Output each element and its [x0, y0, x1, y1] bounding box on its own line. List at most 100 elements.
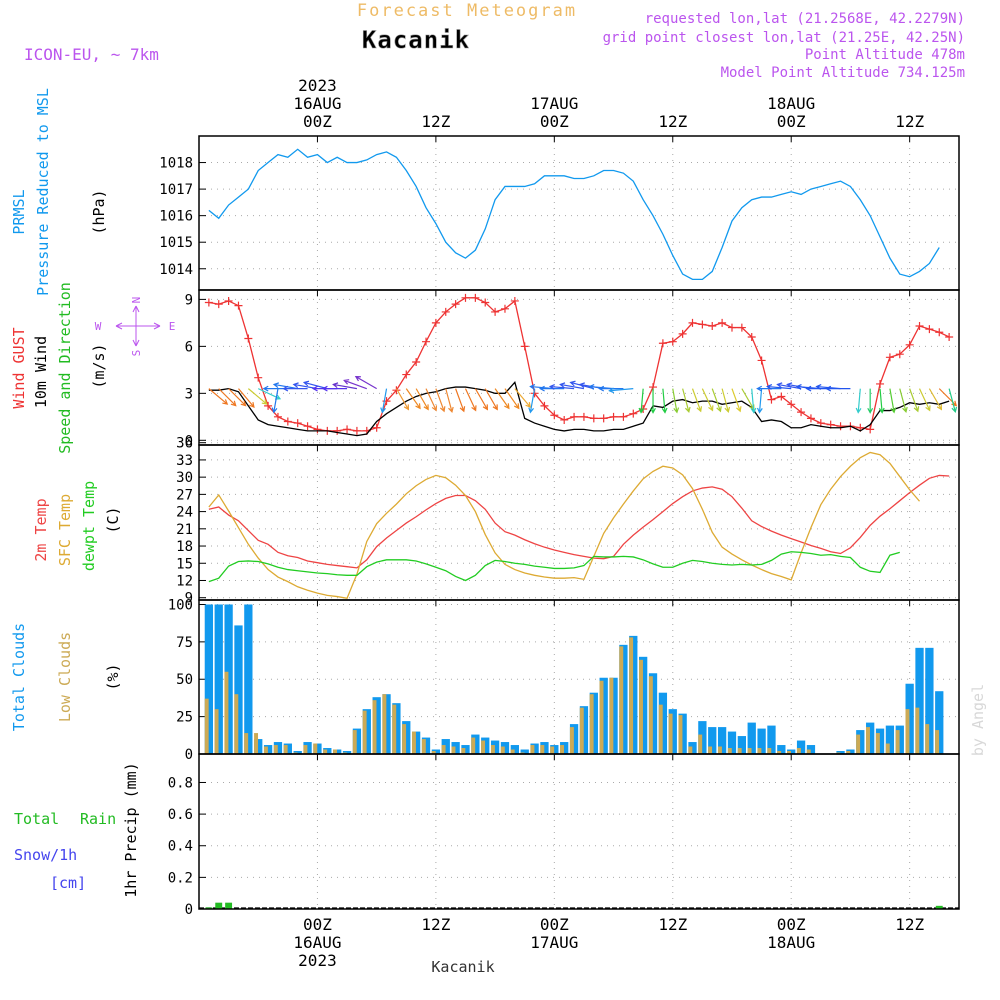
total-cloud-bar — [303, 742, 312, 754]
low-cloud-bar — [609, 677, 614, 754]
bottom-hour-label: 12Z — [658, 915, 687, 934]
point-altitude: Point Altitude 478m — [805, 47, 965, 63]
low-cloud-bar — [323, 749, 328, 754]
total-cloud-bar — [708, 727, 717, 754]
rain-label: Rain — [80, 810, 116, 828]
total-cloud-bar — [599, 677, 608, 754]
wind-direction-arrow — [889, 388, 897, 414]
wind-direction-arrow — [208, 388, 229, 405]
gust-marker — [787, 400, 796, 409]
low-cloud-bar — [510, 749, 515, 754]
total-cloud-bar — [875, 728, 885, 754]
wind-direction-arrow — [464, 388, 477, 412]
total-cloud-bar — [836, 751, 845, 754]
low-cloud-bar — [767, 748, 772, 754]
gust-marker — [422, 337, 431, 346]
gust-marker — [629, 409, 638, 418]
series-line-2m-temp — [208, 474, 950, 569]
low-cloud-bar — [717, 746, 722, 754]
gust-marker — [579, 412, 588, 421]
wind-direction-arrow — [321, 385, 348, 392]
y-tick-label: 0 — [185, 433, 193, 449]
wind-direction-arrow — [638, 388, 645, 414]
low-cloud-bar — [204, 698, 209, 754]
total-cloud-bar — [856, 730, 865, 754]
wind-direction-arrow — [548, 383, 575, 390]
gust-marker — [708, 322, 717, 331]
total-cloud-bar — [757, 728, 766, 754]
total-cloud-bar — [382, 694, 391, 754]
wind-direction-arrow — [228, 388, 247, 407]
panel-frame — [198, 753, 960, 910]
total-cloud-bar — [283, 743, 292, 754]
wind-direction-arrow — [380, 388, 388, 414]
requested-coords: requested lon,lat (21.2568E, 42.2279N) — [645, 11, 965, 27]
total-cloud-bar — [698, 721, 707, 754]
series-line-sfc-temp — [208, 451, 921, 600]
total-cloud-bar — [471, 734, 480, 754]
total-cloud-bar — [441, 739, 450, 754]
wind-direction-arrow — [405, 388, 421, 410]
low-cloud-bar — [234, 694, 239, 754]
gust-marker — [727, 323, 736, 332]
series-line-wind-gust — [208, 297, 950, 432]
y-tick-label: 3 — [185, 386, 193, 402]
wind-direction-arrow — [332, 382, 358, 390]
gust-marker — [619, 412, 628, 421]
gust-marker — [273, 412, 282, 421]
wind-direction-arrow — [218, 388, 237, 407]
model-point-altitude: Model Point Altitude 734.125m — [721, 65, 965, 81]
top-year-label: 2023 — [298, 76, 337, 95]
y-tick-label: 24 — [176, 505, 193, 521]
total-cloud-bar — [560, 742, 569, 754]
series-line-dewpt-temp — [208, 551, 900, 583]
low-cloud-bar — [392, 704, 397, 754]
wind-direction-arrow — [731, 388, 742, 413]
total-cloud-bar — [737, 736, 747, 754]
low-cloud-bar — [747, 748, 752, 754]
low-cloud-bar — [451, 746, 456, 754]
gust-marker — [935, 328, 944, 337]
panel-precip: 0 0.2 0.4 0.6 0.8 — [168, 753, 960, 918]
wind-direction-arrow — [514, 388, 532, 408]
meteogram-title: Forecast Meteogram — [357, 1, 577, 21]
total-cloud-bar — [796, 740, 806, 754]
wind-direction-arrow — [855, 388, 862, 414]
gust-marker — [658, 339, 667, 348]
panel-frame — [198, 599, 960, 755]
low-cloud-bar — [471, 737, 476, 754]
precip-axis-label: 1hr Precip (mm) — [122, 762, 140, 897]
top-date-label: 17AUG — [530, 94, 578, 113]
wind-direction-arrow — [272, 382, 298, 390]
gust-marker — [915, 322, 924, 331]
panel-frame — [198, 444, 960, 601]
low-cloud-bar — [490, 745, 495, 754]
total-cloud-bar — [244, 604, 253, 754]
total-cloud-bar — [421, 737, 431, 754]
total-cloud-bar — [520, 749, 529, 754]
total-cloud-bar — [313, 743, 322, 754]
total-cloud-bar — [500, 742, 510, 754]
low-cloud-bar — [846, 751, 851, 754]
total-cloud-bar — [915, 647, 924, 754]
grid-point-coords: grid point closest lon,lat (21.25E, 42.2… — [603, 30, 965, 46]
y-tick-label: 1016 — [159, 209, 193, 225]
total-cloud-bar — [392, 703, 401, 754]
top-hour-label: 12Z — [658, 112, 687, 131]
wind-direction-arrow — [559, 382, 585, 390]
wind-direction-arrow — [682, 388, 691, 414]
gust-marker — [866, 425, 875, 434]
gust-marker — [747, 332, 756, 341]
gust-marker — [806, 414, 815, 423]
wind-direction-arrow — [455, 388, 466, 413]
y-tick-label: 27 — [176, 487, 193, 503]
gust-marker — [451, 300, 460, 309]
low-cloud-bar — [362, 710, 367, 754]
total-cloud-bar — [342, 751, 352, 754]
gust-marker — [303, 422, 312, 431]
wind-direction-arrow — [661, 388, 668, 414]
gust-marker — [777, 392, 786, 401]
temp-sfc-label: SFC Temp — [56, 494, 74, 566]
panel-clouds: 0 25 50 75 100 — [168, 597, 960, 763]
